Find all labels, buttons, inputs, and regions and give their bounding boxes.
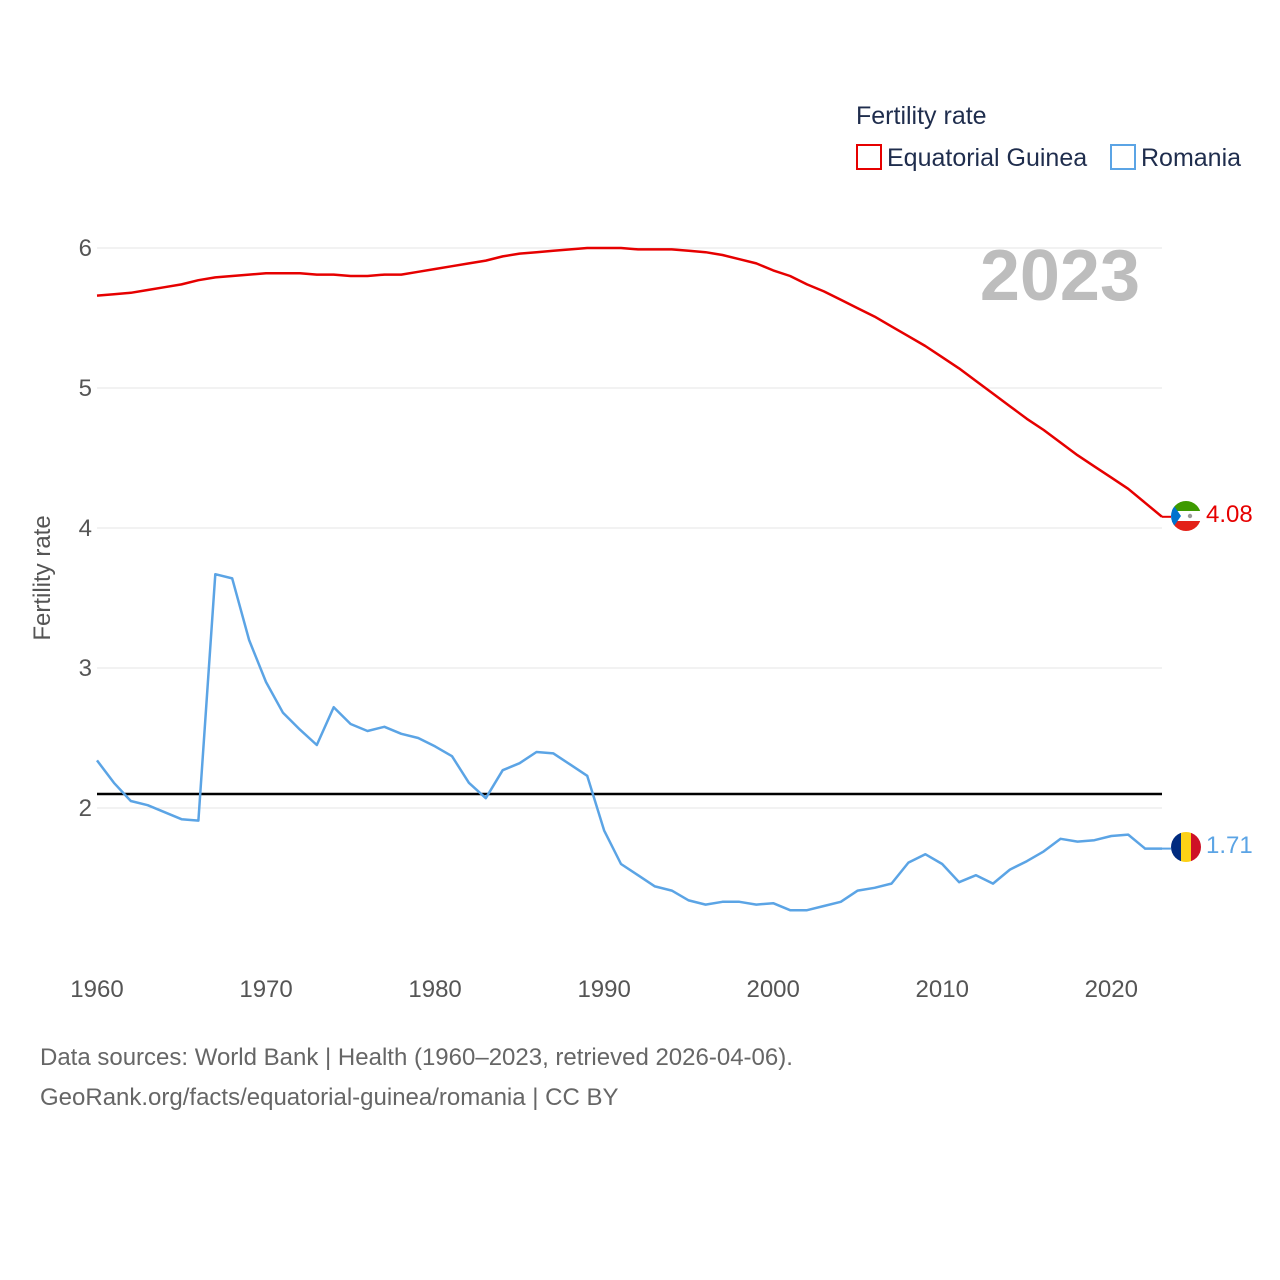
footer-sources: Data sources: World Bank | Health (1960–… — [40, 1044, 793, 1071]
series-line-romania[interactable] — [96, 572, 1162, 912]
legend-label-equatorial-guinea[interactable]: Equatorial Guinea — [887, 144, 1087, 172]
end-value-label-equatorial-guinea: 4.08 — [1206, 501, 1253, 528]
y-tick-label: 2 — [79, 795, 92, 822]
x-tick-label: 1990 — [577, 976, 630, 1003]
year-label: 2023 — [980, 236, 1140, 316]
x-tick-label: 1980 — [408, 976, 461, 1003]
x-axis-ticks: 1960 1970 1980 1990 2000 2010 2020 — [70, 976, 1138, 1003]
legend: Fertility rate Equatorial Guinea Romania — [856, 102, 1241, 172]
y-axis-ticks: 2 3 4 5 6 — [79, 235, 92, 822]
end-value-label-romania: 1.71 — [1206, 832, 1253, 859]
x-tick-label: 1960 — [70, 976, 123, 1003]
legend-swatch-equatorial-guinea[interactable] — [856, 144, 882, 170]
x-tick-label: 1970 — [239, 976, 292, 1003]
series-line-equatorial-guinea[interactable] — [96, 246, 1163, 518]
legend-label-romania[interactable]: Romania — [1141, 144, 1241, 172]
y-tick-label: 6 — [79, 235, 92, 262]
equatorial-guinea-flag-icon — [1171, 501, 1201, 531]
romania-flag-icon — [1171, 832, 1201, 862]
x-tick-label: 2020 — [1085, 976, 1138, 1003]
legend-title: Fertility rate — [856, 102, 987, 130]
y-tick-label: 5 — [79, 375, 92, 402]
legend-swatch-romania[interactable] — [1110, 144, 1136, 170]
y-tick-label: 4 — [79, 515, 92, 542]
series-lines — [96, 246, 1171, 912]
x-tick-label: 2010 — [916, 976, 969, 1003]
x-tick-label: 2000 — [746, 976, 799, 1003]
gridlines — [97, 247, 1162, 809]
y-tick-label: 3 — [79, 655, 92, 682]
footer-attribution[interactable]: GeoRank.org/facts/equatorial-guinea/roma… — [40, 1084, 619, 1111]
y-axis-label: Fertility rate — [29, 515, 56, 640]
